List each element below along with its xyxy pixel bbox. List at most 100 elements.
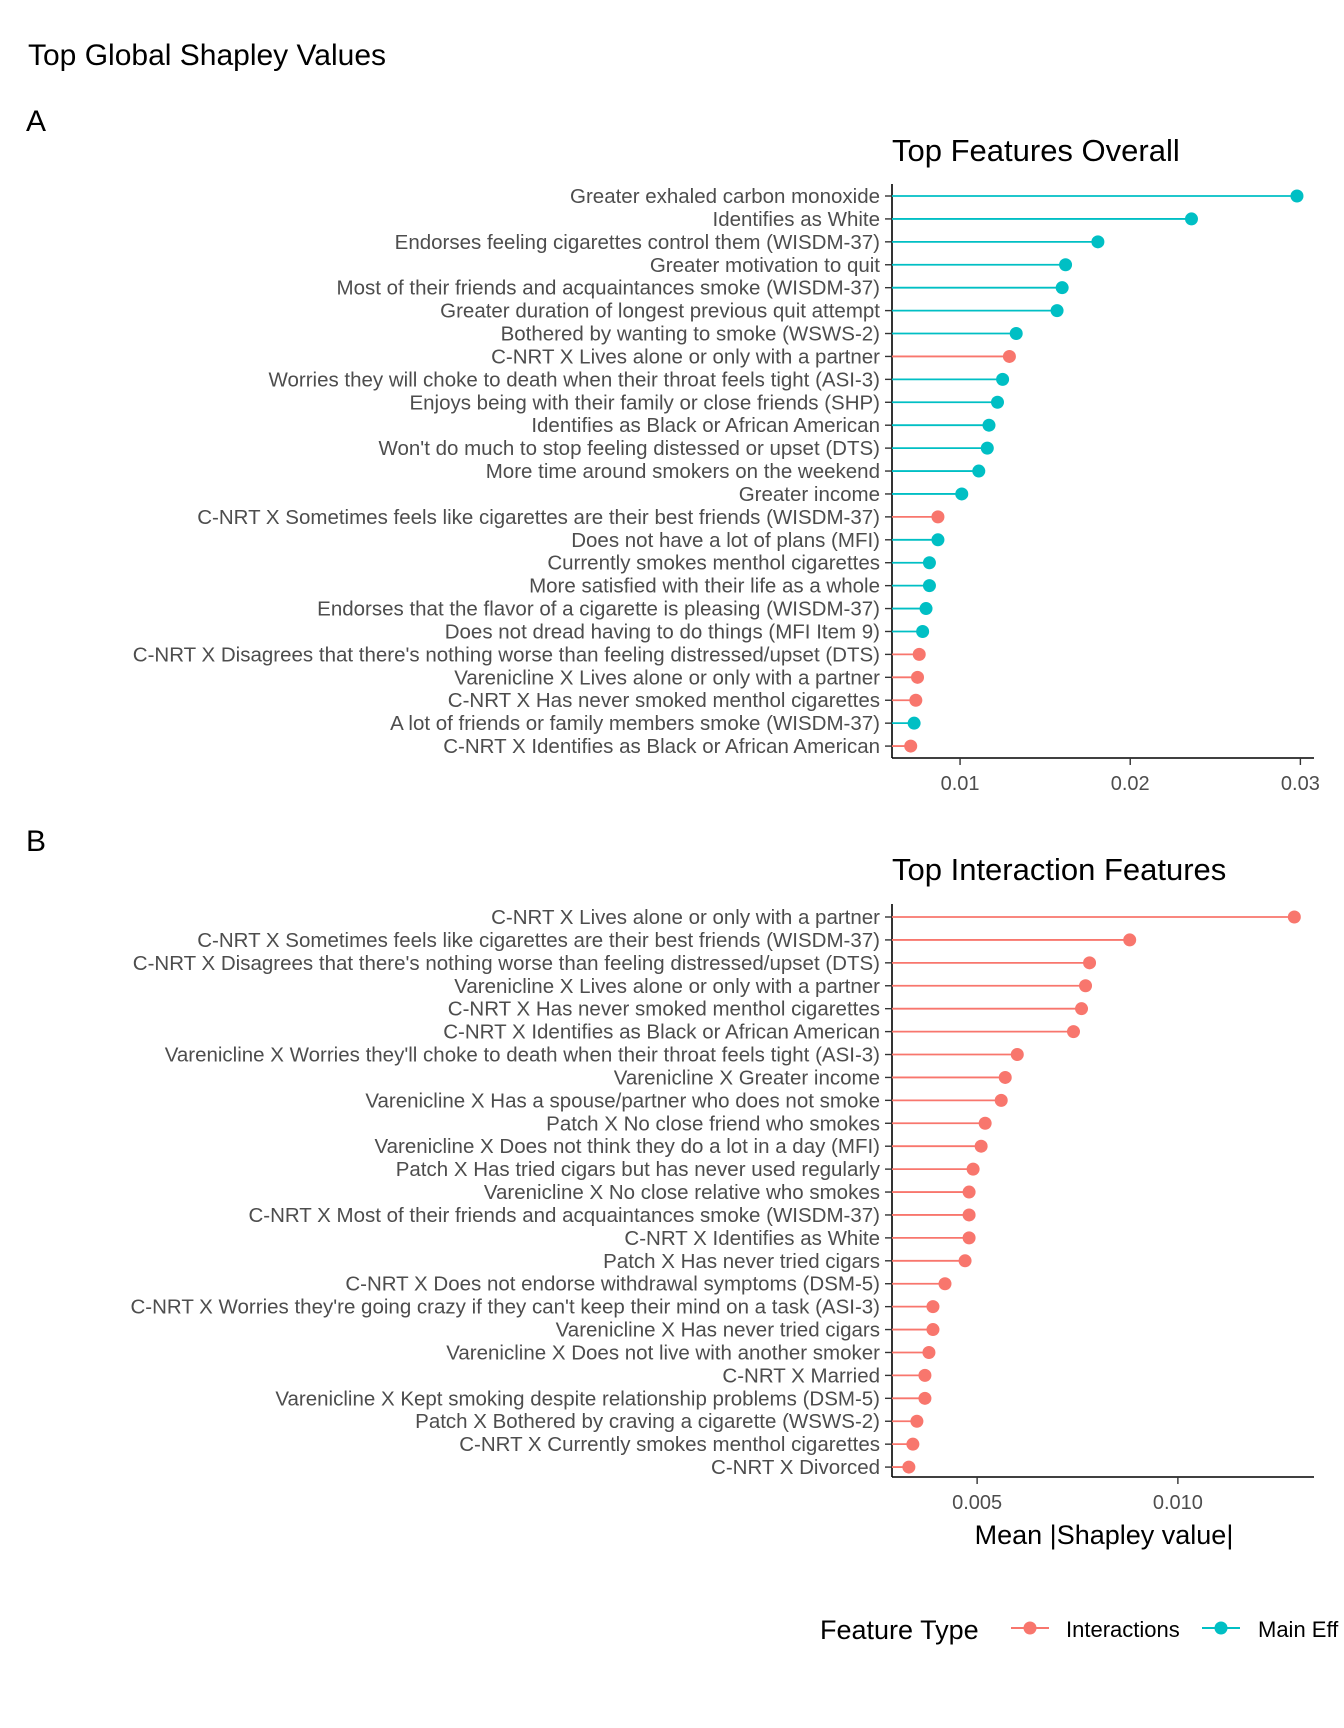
- panel-a-y-tick-label: Does not dread having to do things (MFI …: [445, 620, 880, 643]
- panel-a-lollipop-point: [909, 693, 923, 707]
- panel-a-lollipop-point: [916, 624, 930, 638]
- panel-b-y-tick-label: Varenicline X Greater income: [614, 1066, 880, 1089]
- panel-b-y-tick-label: Varenicline X Has never tried cigars: [556, 1319, 880, 1342]
- panel-b-lollipop-point: [1075, 1002, 1089, 1016]
- panel-b-lollipop-point: [998, 1070, 1012, 1084]
- panel-b-lollipop-point: [910, 1414, 924, 1428]
- panel-a-y-tick-label: C-NRT X Has never smoked menthol cigaret…: [448, 689, 880, 712]
- panel-b-lollipop-point: [1083, 956, 1097, 970]
- legend-label-main-effects: Main Eff: [1258, 1617, 1339, 1642]
- panel-a-tag: A: [26, 105, 46, 138]
- panel-b-y-tick-label: C-NRT X Sometimes feels like cigarettes …: [197, 929, 880, 952]
- panel-a-lollipop-point: [911, 670, 925, 684]
- panel-a-x-tick-label: 0.03: [1281, 773, 1320, 795]
- panel-a-lollipop-point: [1055, 281, 1069, 295]
- panel-a-lollipop-point: [922, 556, 936, 570]
- panel-a-y-tick-label: Greater exhaled carbon monoxide: [570, 185, 880, 208]
- panel-a-y-tick-label: Identifies as Black or African American: [531, 414, 880, 437]
- panel-b-lollipop-point: [906, 1437, 920, 1451]
- panel-b-y-tick-label: C-NRT X Identifies as White: [624, 1227, 880, 1250]
- panel-b-lollipop-point: [978, 1116, 992, 1130]
- panel-a-y-tick-label: Bothered by wanting to smoke (WSWS-2): [501, 323, 880, 346]
- panel-b-y-tick-label: C-NRT X Identifies as Black or African A…: [443, 1021, 880, 1044]
- panel-a-lollipop-point: [912, 647, 926, 661]
- panel-b-lollipop-point: [1079, 979, 1093, 993]
- panel-a-y-tick-label: More satisfied with their life as a whol…: [529, 575, 880, 598]
- panel-a-y-tick-label: C-NRT X Identifies as Black or African A…: [443, 735, 880, 758]
- panel-a: A Top Features Overall 0.01 0.02 0.03 Great…: [26, 105, 1320, 795]
- panel-a-y-tick-label: Greater duration of longest previous qui…: [440, 300, 880, 323]
- panel-b-y-tick-label: C-NRT X Lives alone or only with a partn…: [491, 906, 880, 929]
- panel-b-y-tick-label: Patch X Has never tried cigars: [603, 1250, 880, 1273]
- legend: Feature Type Interactions Main Eff: [820, 1615, 1339, 1645]
- panel-b-y-tick-label: C-NRT X Disagrees that there's nothing w…: [133, 952, 880, 975]
- panel-b-x-axis-title: Mean |Shapley value|: [975, 1520, 1234, 1550]
- panel-a-lollipop-point: [1184, 212, 1198, 226]
- panel-a-x-tick-label: 0.01: [941, 773, 980, 795]
- panel-b-lollipop-point: [922, 1345, 936, 1359]
- panel-b-x-tick-label: 0.010: [1153, 1492, 1203, 1514]
- panel-a-y-tick-label: C-NRT X Lives alone or only with a partn…: [491, 345, 880, 368]
- panel-a-y-tick-label: Greater income: [739, 483, 880, 506]
- panel-a-lollipop-point: [1059, 258, 1073, 272]
- panel-b-lollipop-point: [966, 1162, 980, 1176]
- panel-a-lollipop-point: [1290, 189, 1304, 203]
- panel-b-y-tick-label: Varenicline X Has a spouse/partner who d…: [365, 1089, 880, 1112]
- panel-a-lollipop-point: [991, 395, 1004, 409]
- legend-label-interactions: Interactions: [1066, 1617, 1180, 1642]
- panel-b-y-tick-label: C-NRT X Divorced: [711, 1456, 880, 1479]
- panel-b-lollipop-point: [1066, 1025, 1080, 1039]
- panel-b-y-tick-label: C-NRT X Currently smokes menthol cigaret…: [459, 1433, 880, 1456]
- panel-a-y-tick-label: Identifies as White: [713, 208, 881, 231]
- panel-a-lollipop-point: [1009, 327, 1023, 341]
- panel-a-lollipop-point: [996, 372, 1010, 386]
- panel-b-lollipop-point: [902, 1460, 916, 1474]
- panel-a-y-tick-label: More time around smokers on the weekend: [486, 460, 880, 483]
- panel-b: B Top Interaction Features Mean |Shapley…: [26, 825, 1314, 1550]
- panel-a-y-tick-label: C-NRT X Disagrees that there's nothing w…: [133, 643, 880, 666]
- panel-b-lollipop-point: [926, 1323, 940, 1337]
- panel-a-lollipop-point: [931, 533, 945, 547]
- panel-a-y-tick-label: Enjoys being with their family or close …: [409, 391, 880, 414]
- panel-b-lollipop-point: [962, 1185, 976, 1199]
- panel-b-y-tick-label: C-NRT X Does not endorse withdrawal symp…: [345, 1273, 880, 1296]
- panel-a-lollipop-point: [982, 418, 996, 432]
- panel-b-y-tick-label: Varenicline X Worries they'll choke to d…: [165, 1044, 880, 1067]
- panel-b-y-tick-label: C-NRT X Married: [722, 1364, 880, 1387]
- panel-b-y-tick-label: C-NRT X Most of their friends and acquai…: [248, 1204, 880, 1227]
- panel-a-lollipop-point: [904, 739, 918, 753]
- panel-a-y-tick-label: A lot of friends or family members smoke…: [390, 712, 880, 735]
- panel-b-lollipop-point: [962, 1208, 976, 1222]
- panel-a-lollipop-point: [931, 510, 945, 524]
- panel-b-y-tick-label: C-NRT X Has never smoked menthol cigaret…: [448, 998, 880, 1021]
- panel-b-lollipop-point: [1010, 1048, 1024, 1062]
- panel-b-lollipop-point: [938, 1277, 952, 1291]
- panel-b-lollipop-point: [1123, 933, 1137, 947]
- panel-a-y-tick-label: Won't do much to stop feeling distessed …: [379, 437, 880, 460]
- panel-a-y-tick-label: Endorses feeling cigarettes control them…: [395, 231, 880, 254]
- panel-a-y-tick-label: Worries they will choke to death when th…: [269, 368, 881, 391]
- panel-b-y-tick-label: Patch X Bothered by craving a cigarette …: [415, 1410, 880, 1433]
- panel-a-lollipop-point: [922, 579, 936, 593]
- panel-b-y-tick-label: Patch X No close friend who smokes: [546, 1112, 880, 1135]
- panel-a-y-tick-label: Greater motivation to quit: [650, 254, 880, 277]
- panel-b-lollipop-point: [958, 1254, 972, 1268]
- panel-b-tag: B: [26, 825, 46, 858]
- panel-a-y-tick-label: Varenicline X Lives alone or only with a…: [454, 666, 880, 689]
- panel-b-y-tick-label: Varenicline X Kept smoking despite relat…: [275, 1387, 880, 1410]
- panel-b-y-tick-label: Patch X Has tried cigars but has never u…: [396, 1158, 881, 1181]
- panel-b-lollipop-point: [918, 1368, 932, 1382]
- panel-a-y-tick-label: Currently smokes menthol cigarettes: [547, 552, 880, 575]
- panel-a-y-tick-label: Most of their friends and acquaintances …: [337, 277, 880, 300]
- legend-title: Feature Type: [820, 1615, 979, 1645]
- legend-key-dot-main-effects: [1214, 1621, 1228, 1635]
- panel-a-lollipop-point: [972, 464, 986, 478]
- panel-b-lollipop-point: [1287, 910, 1301, 924]
- panel-b-y-tick-label: Varenicline X Does not live with another…: [446, 1341, 880, 1364]
- panel-a-lollipop-point: [1091, 235, 1105, 249]
- figure-title: Top Global Shapley Values: [28, 39, 386, 72]
- panel-a-lollipop-point: [1002, 349, 1016, 363]
- panel-a-y-tick-label: C-NRT X Sometimes feels like cigarettes …: [197, 506, 880, 529]
- panel-b-title: Top Interaction Features: [892, 852, 1226, 887]
